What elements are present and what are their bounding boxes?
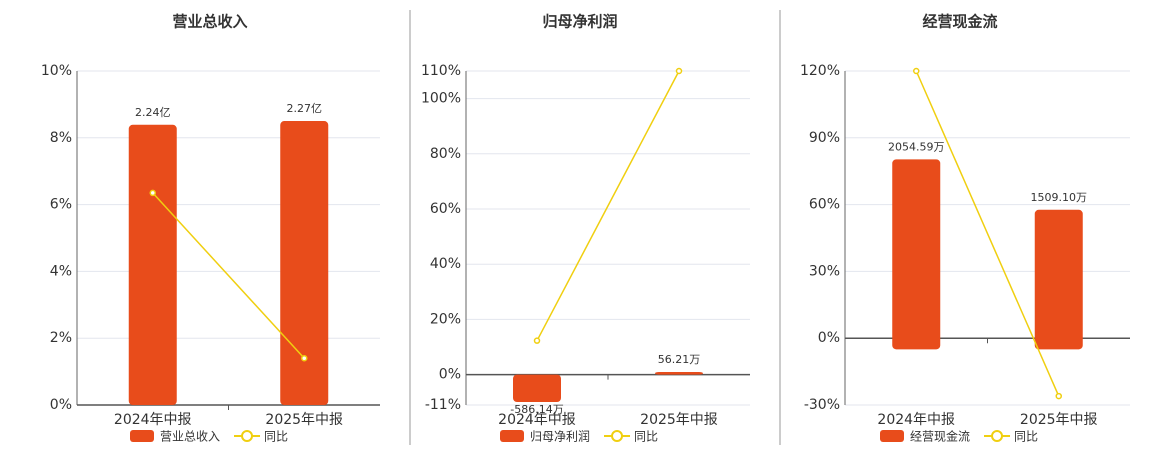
y-tick-label: -30% bbox=[804, 397, 840, 413]
y-tick-label: -11% bbox=[425, 397, 461, 413]
y-tick-label: 110% bbox=[421, 63, 461, 79]
y-tick-label: 90% bbox=[809, 130, 840, 146]
x-tick-label: 2025年中报 bbox=[265, 412, 343, 428]
bar bbox=[128, 124, 177, 406]
line-point bbox=[913, 67, 920, 75]
legend-label: 同比 bbox=[1014, 430, 1038, 444]
y-tick-label: 20% bbox=[430, 311, 461, 327]
line-point bbox=[1055, 392, 1062, 400]
x-tick-label: 2024年中报 bbox=[498, 412, 576, 428]
legend-label: 归母净利润 bbox=[530, 430, 590, 444]
value-label: 2054.59万 bbox=[888, 140, 945, 153]
value-label: 56.21万 bbox=[658, 353, 701, 366]
y-tick-label: 10% bbox=[41, 63, 72, 79]
y-tick-label: 30% bbox=[809, 263, 840, 279]
bar bbox=[655, 372, 703, 375]
y-tick-label: 100% bbox=[421, 91, 461, 107]
legend-label: 营业总收入 bbox=[160, 430, 220, 444]
bar bbox=[513, 374, 561, 403]
chart-title: 营业总收入 bbox=[172, 13, 247, 31]
x-tick-label: 2024年中报 bbox=[114, 412, 192, 428]
x-tick-label: 2024年中报 bbox=[877, 412, 955, 428]
chart-title: 经营现金流 bbox=[922, 13, 997, 31]
bar bbox=[892, 159, 941, 350]
y-tick-label: 8% bbox=[50, 130, 72, 146]
y-tick-label: 60% bbox=[809, 197, 840, 213]
bar bbox=[1034, 209, 1083, 350]
y-tick-label: 0% bbox=[50, 397, 72, 413]
chart-title: 归母净利润 bbox=[542, 13, 617, 31]
line bbox=[152, 192, 305, 359]
value-label: 1509.10万 bbox=[1031, 191, 1088, 204]
line bbox=[536, 70, 680, 342]
y-tick-label: 4% bbox=[50, 263, 72, 279]
legend-swatch bbox=[130, 430, 154, 442]
y-tick-label: 2% bbox=[50, 330, 72, 346]
line-point bbox=[675, 67, 683, 75]
legend-label: 同比 bbox=[634, 430, 658, 444]
value-label: -586.14万 bbox=[510, 403, 563, 416]
value-label: 2.27亿 bbox=[287, 102, 323, 115]
bar bbox=[280, 121, 329, 406]
line-point bbox=[533, 337, 541, 344]
x-tick-label: 2025年中报 bbox=[640, 412, 718, 428]
line bbox=[915, 70, 1060, 397]
line-point bbox=[149, 189, 156, 197]
line-point bbox=[301, 354, 308, 362]
y-tick-label: 80% bbox=[430, 146, 461, 162]
legend-label: 同比 bbox=[264, 430, 288, 444]
value-label: 2.24亿 bbox=[135, 106, 171, 119]
y-tick-label: 40% bbox=[430, 256, 461, 272]
y-tick-label: 60% bbox=[430, 201, 461, 217]
legend-label: 经营现金流 bbox=[910, 429, 970, 444]
y-tick-label: 6% bbox=[50, 197, 72, 213]
y-tick-label: 0% bbox=[439, 367, 461, 383]
legend-swatch bbox=[991, 430, 1004, 442]
legend-swatch bbox=[880, 430, 904, 442]
legend-swatch bbox=[500, 430, 524, 442]
y-tick-label: 120% bbox=[800, 63, 840, 79]
legend-swatch bbox=[611, 430, 624, 442]
legend-swatch bbox=[241, 430, 254, 442]
x-tick-label: 2025年中报 bbox=[1020, 412, 1098, 428]
y-tick-label: 0% bbox=[818, 330, 840, 346]
